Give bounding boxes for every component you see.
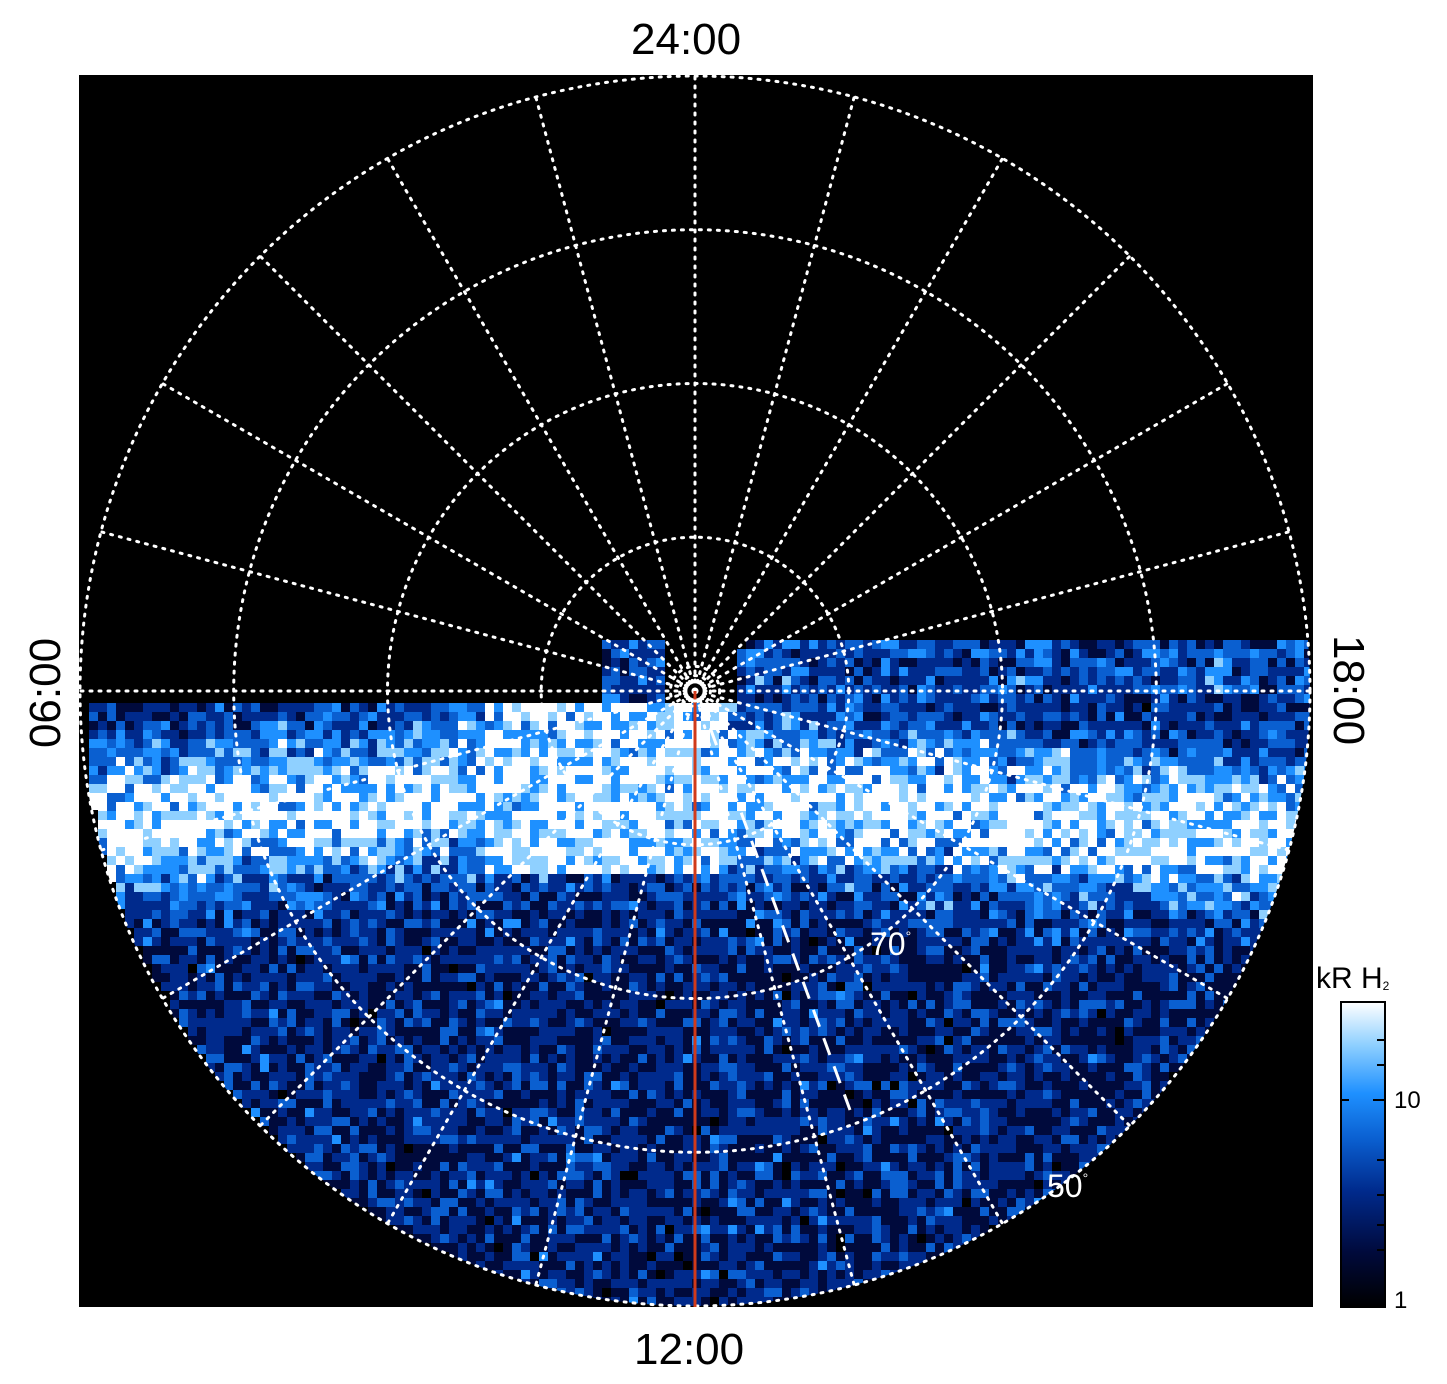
local-time-meridian [160, 382, 697, 693]
local-time-label-bottom: 12:00 [634, 1325, 745, 1374]
local-time-meridian [534, 95, 697, 693]
latitude-label-50: 50° [1047, 1168, 1089, 1204]
local-time-meridian [693, 382, 1230, 693]
local-time-meridian [386, 156, 697, 693]
dashed-footprint-line [698, 699, 852, 1111]
local-time-meridian [386, 689, 697, 1226]
local-time-meridian [693, 156, 1004, 693]
local-time-meridian [258, 254, 697, 693]
local-time-meridian [693, 530, 1291, 693]
colorbar-tick-label-1: 1 [1394, 1287, 1408, 1314]
local-time-label-right: 18:00 [1324, 634, 1373, 746]
local-time-meridian [693, 254, 1132, 693]
local-time-meridian [693, 689, 1291, 852]
local-time-meridian [693, 95, 856, 693]
latitude-circle [678, 674, 712, 708]
local-time-meridian [99, 689, 697, 852]
local-time-meridian [160, 689, 697, 1000]
local-time-meridian [534, 689, 697, 1287]
local-time-meridian [693, 689, 1230, 1000]
local-time-label-left: 06:00 [21, 637, 70, 749]
pole-marker [683, 679, 707, 703]
local-time-meridian [693, 689, 856, 1287]
local-time-meridian [99, 530, 697, 693]
colorbar-ticks [1341, 1039, 1385, 1251]
local-time-meridian [693, 689, 1004, 1226]
local-time-meridian [258, 689, 697, 1128]
local-time-label-top: 24:00 [631, 15, 742, 64]
colorbar-gradient [1340, 1001, 1386, 1308]
colorbar-tick-label-10: 10 [1394, 1087, 1421, 1114]
colorbar-title: kR H2 [1316, 962, 1390, 995]
local-time-meridian [693, 689, 1132, 1128]
colorbar [1340, 1001, 1386, 1308]
latitude-label-70: 70° [870, 926, 912, 962]
